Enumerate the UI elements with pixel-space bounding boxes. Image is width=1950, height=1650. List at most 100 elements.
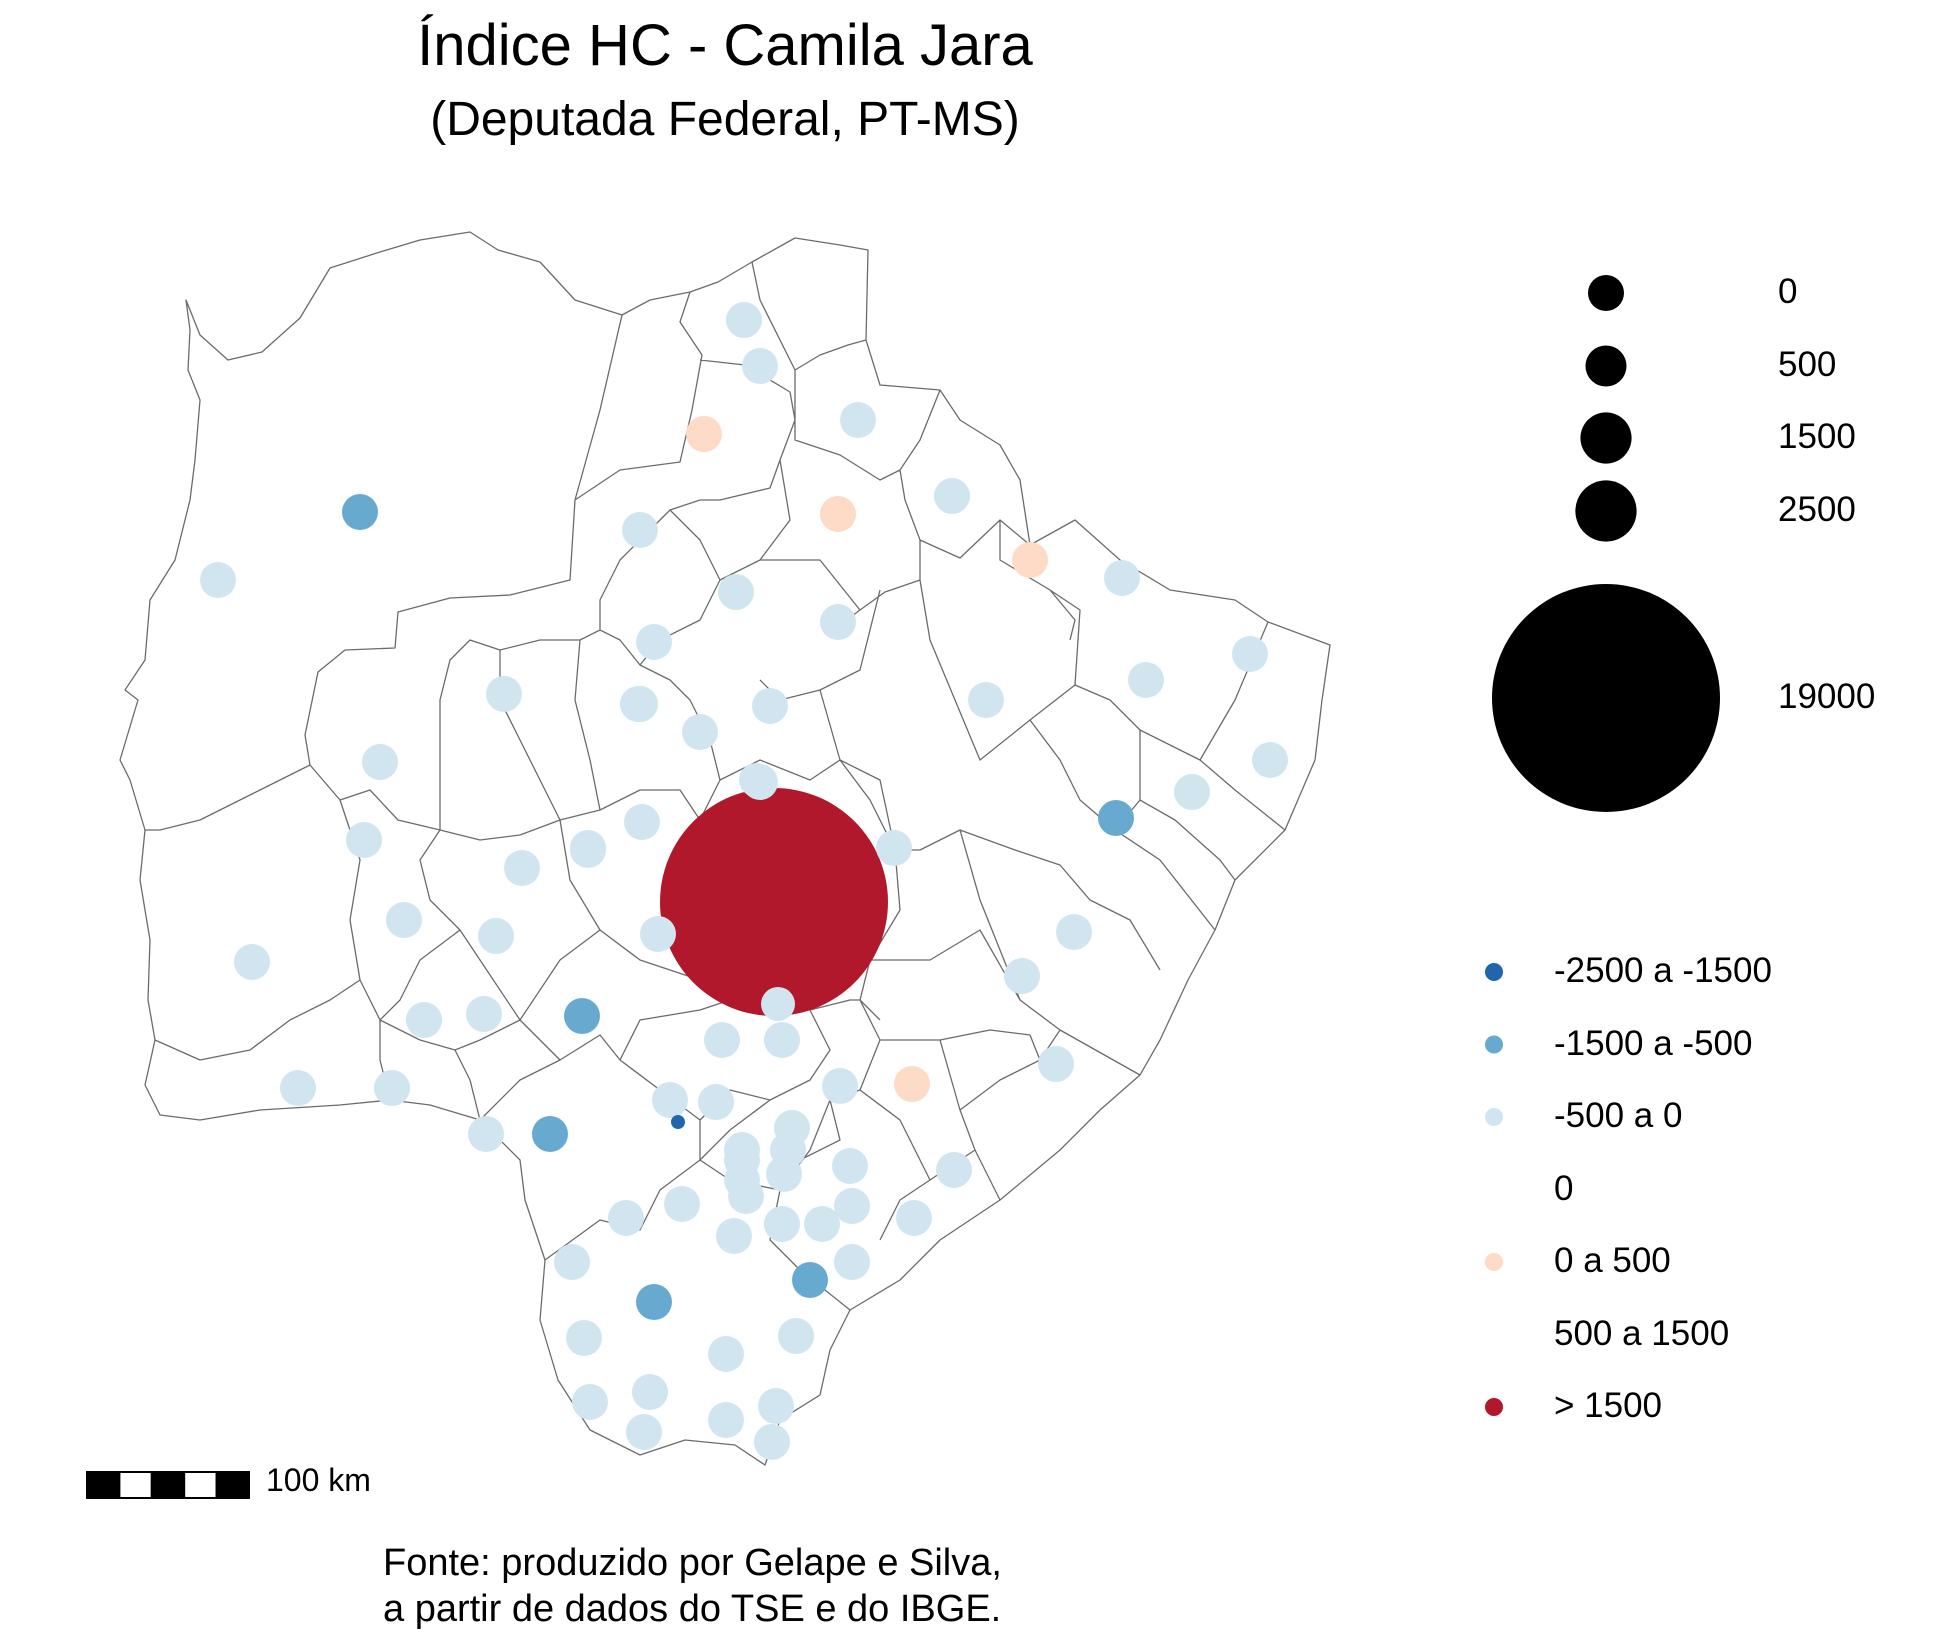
scale-bar-segment xyxy=(215,1471,251,1499)
municipality-symbol xyxy=(754,1424,790,1460)
municipality-symbol xyxy=(820,496,856,532)
color-legend-label: -500 a 0 xyxy=(1554,1096,1683,1135)
color-legend-label: 500 a 1500 xyxy=(1554,1313,1730,1353)
size-legend-label: 500 xyxy=(1778,345,1837,384)
municipality-symbol xyxy=(764,1206,800,1242)
municipality-symbol xyxy=(1174,774,1210,810)
map-subtitle: (Deputada Federal, PT-MS) xyxy=(430,93,1020,146)
municipality-symbol xyxy=(468,1116,504,1152)
municipality-symbols xyxy=(200,302,1288,1460)
caption-line-2: a partir de dados do TSE e do IBGE. xyxy=(383,1588,1002,1630)
municipality-symbol xyxy=(708,1336,744,1372)
municipality-symbol xyxy=(708,1402,744,1438)
municipality-symbol xyxy=(632,1374,668,1410)
highlight-symbol xyxy=(660,788,888,1016)
municipality-symbol xyxy=(739,763,773,797)
scale-bar-segment xyxy=(86,1471,121,1499)
color-legend-label: 0 xyxy=(1554,1168,1574,1208)
size-legend-circle xyxy=(1580,412,1632,464)
municipality-symbol xyxy=(726,302,762,338)
color-legend-key xyxy=(1485,963,1503,981)
municipality-symbol xyxy=(608,1200,644,1236)
size-legend-label: 1500 xyxy=(1778,417,1856,456)
size-legend-circle xyxy=(1585,345,1627,387)
size-legend-circle xyxy=(1588,275,1624,311)
municipality-symbol xyxy=(486,676,522,712)
municipality-symbol xyxy=(834,1244,870,1280)
municipality-symbol xyxy=(820,604,856,640)
color-legend-label: -1500 a -500 xyxy=(1554,1023,1753,1063)
municipality-symbol xyxy=(406,1002,442,1038)
municipality-symbol xyxy=(624,804,660,840)
color-legend xyxy=(1485,963,1503,1416)
municipality-symbol xyxy=(728,1178,764,1214)
size-legend xyxy=(1492,275,1720,812)
color-legend-key xyxy=(1485,1398,1503,1416)
municipality-symbol xyxy=(936,1152,972,1188)
scale-bar-label: 100 km xyxy=(266,1462,371,1498)
caption-line-1: Fonte: produzido por Gelape e Silva, xyxy=(383,1542,1002,1584)
color-legend-key xyxy=(1485,1253,1503,1271)
municipality-symbol xyxy=(698,1084,734,1120)
municipality-symbol xyxy=(1056,914,1092,950)
municipality-symbol xyxy=(342,494,378,530)
municipality-symbol xyxy=(532,1116,568,1152)
municipality-symbol xyxy=(1098,800,1134,836)
internal-boundaries xyxy=(145,261,1286,1311)
municipality-symbol xyxy=(652,1082,688,1118)
scale-bar-segment xyxy=(183,1471,218,1499)
municipality-symbol xyxy=(792,1262,828,1298)
municipality-symbol xyxy=(386,902,422,938)
municipality-symbol xyxy=(896,1200,932,1236)
municipality-symbol xyxy=(686,416,722,452)
municipality-symbol xyxy=(664,1186,700,1222)
municipality-symbol xyxy=(636,1284,672,1320)
municipality-symbol xyxy=(1128,662,1164,698)
municipality-symbol xyxy=(478,918,514,954)
municipality-symbol xyxy=(564,998,600,1034)
municipality-symbol xyxy=(626,1414,662,1450)
color-legend-label: > 1500 xyxy=(1554,1386,1663,1425)
color-legend-label: -2500 a -1500 xyxy=(1554,951,1772,990)
municipality-symbol xyxy=(374,1070,410,1106)
municipality-symbol xyxy=(832,1148,868,1184)
municipality-symbol xyxy=(1104,560,1140,596)
scale-bar-segment xyxy=(150,1471,186,1499)
municipality-symbol xyxy=(876,830,912,866)
municipality-symbol xyxy=(642,918,674,950)
municipality-symbol xyxy=(758,1388,794,1424)
municipality-symbol xyxy=(822,1068,858,1104)
municipality-symbol xyxy=(766,1156,802,1192)
municipality-symbol xyxy=(764,1022,800,1058)
municipality-symbol xyxy=(572,1384,608,1420)
municipality-symbol xyxy=(1038,1046,1074,1082)
municipality-symbol xyxy=(570,832,606,868)
municipality-symbol xyxy=(1012,542,1048,578)
municipality-symbol xyxy=(834,1188,870,1224)
state-outline xyxy=(119,231,1331,1466)
municipality-symbol xyxy=(504,850,540,886)
size-legend-label: 0 xyxy=(1778,272,1798,311)
map-title: Índice HC - Camila Jara xyxy=(417,13,1033,78)
municipality-symbol xyxy=(716,1218,752,1254)
municipality-symbol xyxy=(1252,742,1288,778)
municipality-symbol xyxy=(682,714,718,750)
municipality-symbol xyxy=(752,688,788,724)
color-legend-key xyxy=(1485,1108,1503,1126)
municipality-symbol xyxy=(804,1206,840,1242)
size-legend-circle xyxy=(1575,480,1637,542)
municipality-symbol xyxy=(622,512,658,548)
municipality-symbol xyxy=(566,1320,602,1356)
municipality-symbol xyxy=(346,822,382,858)
color-legend-key xyxy=(1485,1325,1503,1344)
municipality-symbol xyxy=(840,402,876,438)
municipality-symbol xyxy=(200,562,236,598)
size-legend-circle xyxy=(1492,584,1720,812)
scale-bar-segment xyxy=(118,1471,153,1499)
municipality-symbol xyxy=(620,686,656,722)
municipality-symbol xyxy=(671,1115,685,1129)
municipality-symbol xyxy=(554,1244,590,1280)
municipality-symbol xyxy=(894,1066,930,1102)
municipality-symbol xyxy=(742,348,778,384)
